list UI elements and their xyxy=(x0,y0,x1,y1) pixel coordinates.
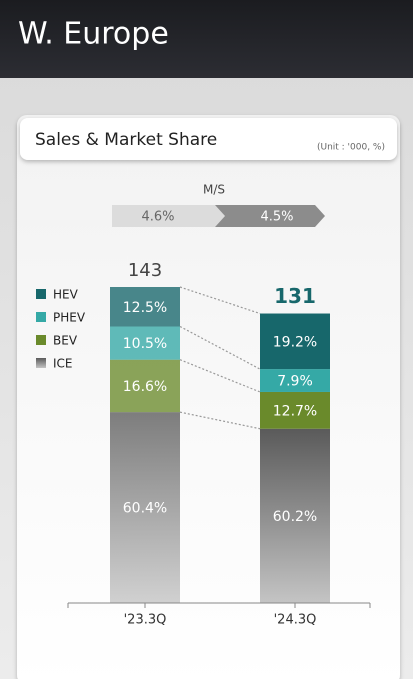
bar-segment xyxy=(260,313,330,370)
ms-label: M/S xyxy=(203,183,225,197)
bar-segment xyxy=(260,428,330,603)
legend-label: ICE xyxy=(53,357,73,371)
segment-label: 19.2% xyxy=(273,334,317,350)
chart-title: Sales & Market Share xyxy=(35,130,217,150)
connector xyxy=(179,325,261,370)
bar-segment xyxy=(260,369,330,392)
segment-label: 10.5% xyxy=(123,336,167,352)
segment-label: 12.7% xyxy=(273,403,317,419)
total-label: 143 xyxy=(128,260,162,281)
segment-label: 60.4% xyxy=(123,501,167,517)
bar-segment xyxy=(260,391,330,429)
card xyxy=(17,115,400,679)
legend-label: BEV xyxy=(53,334,78,348)
x-tick-label: '23.3Q xyxy=(124,613,167,628)
ms-chevron xyxy=(215,205,325,227)
card-title-bar xyxy=(20,118,397,160)
segment-label: 7.9% xyxy=(277,374,313,390)
bar-segment xyxy=(110,326,180,360)
bar-segment xyxy=(110,359,180,413)
bar-segment xyxy=(110,412,180,603)
segment-label: 16.6% xyxy=(123,379,167,395)
ms-chevron xyxy=(112,205,225,227)
legend-swatch xyxy=(36,289,46,299)
segment-label: 60.2% xyxy=(273,509,317,525)
segment-label: 12.5% xyxy=(123,300,167,316)
ms-value: 4.6% xyxy=(141,210,174,225)
x-tick-label: '24.3Q xyxy=(274,613,317,628)
legend-swatch xyxy=(36,358,46,368)
connector xyxy=(179,411,261,430)
header-bar xyxy=(0,0,413,78)
legend-label: HEV xyxy=(53,288,79,302)
ms-value: 4.5% xyxy=(260,210,293,225)
unit-label: (Unit : '000, %) xyxy=(317,143,385,153)
bar-segment xyxy=(110,287,180,327)
legend-swatch xyxy=(36,335,46,345)
legend-label: PHEV xyxy=(53,311,86,325)
header-title: W. Europe xyxy=(18,17,169,52)
legend-swatch xyxy=(36,312,46,322)
total-label: 131 xyxy=(274,284,316,308)
